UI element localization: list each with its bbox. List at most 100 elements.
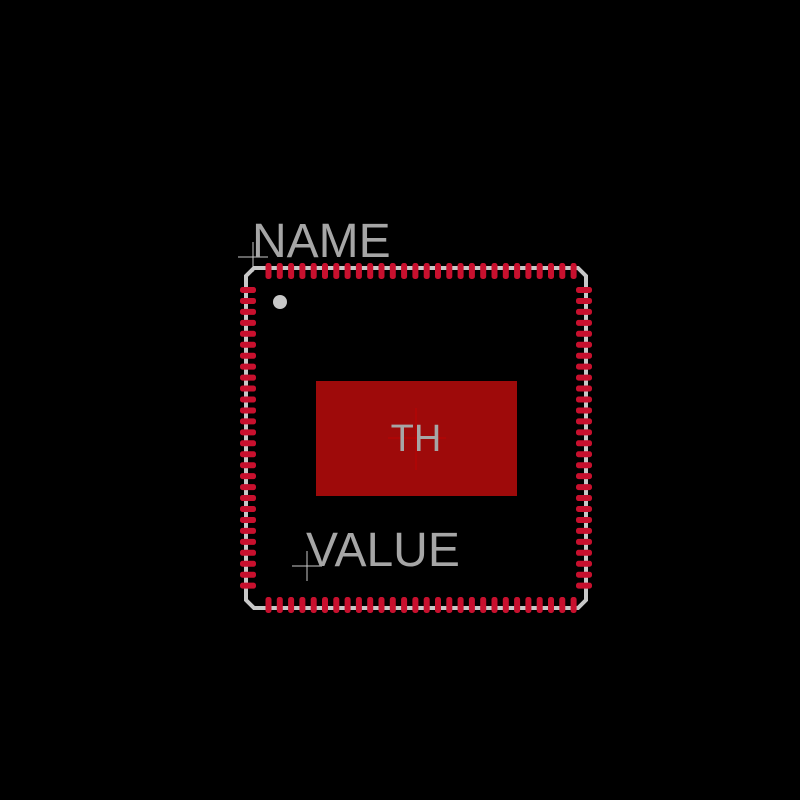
pad-right xyxy=(576,407,592,414)
pad-bottom xyxy=(480,597,487,613)
pad-bottom xyxy=(378,597,385,613)
pad-bottom xyxy=(423,597,430,613)
pin1-marker-dot xyxy=(273,295,287,309)
pad-column-right xyxy=(576,287,592,589)
pad-left xyxy=(240,571,256,578)
pad-bottom xyxy=(559,597,566,613)
pad-column-left xyxy=(240,287,256,589)
pad-left xyxy=(240,462,256,469)
pad-left xyxy=(240,549,256,556)
name-label: NAME xyxy=(252,215,391,268)
pad-right xyxy=(576,396,592,403)
pad-bottom xyxy=(570,597,577,613)
pad-right xyxy=(576,330,592,337)
pad-bottom xyxy=(457,597,464,613)
pad-top xyxy=(322,263,328,279)
pad-left xyxy=(240,506,256,512)
thermal-pad-label: TH xyxy=(391,418,442,460)
pad-top xyxy=(423,263,430,279)
pad-left xyxy=(240,287,256,293)
pad-right xyxy=(576,374,592,381)
pad-right xyxy=(576,440,592,447)
pad-top xyxy=(491,263,498,279)
pad-bottom xyxy=(446,597,453,613)
package-outline xyxy=(244,266,588,610)
pad-top xyxy=(265,263,272,279)
pad-left xyxy=(240,352,256,359)
pad-left xyxy=(240,319,256,326)
pad-right xyxy=(576,560,592,567)
pad-right xyxy=(576,506,592,512)
pad-right xyxy=(576,571,592,578)
pad-top xyxy=(480,263,487,279)
pad-top xyxy=(367,263,374,279)
pad-left xyxy=(240,297,256,304)
value-anchor-cross xyxy=(292,551,322,581)
pad-right xyxy=(576,287,592,293)
pad-bottom xyxy=(344,597,351,613)
pad-left xyxy=(240,484,256,491)
pad-left xyxy=(240,330,256,337)
pad-top xyxy=(514,263,521,279)
pad-right xyxy=(576,385,592,392)
pad-right xyxy=(576,462,592,469)
pad-bottom xyxy=(389,597,396,613)
pad-bottom xyxy=(355,597,362,613)
pad-bottom xyxy=(468,597,475,613)
pad-row-top xyxy=(265,263,577,279)
pad-bottom xyxy=(265,597,272,613)
pad-left xyxy=(240,473,256,480)
pad-left xyxy=(240,560,256,567)
pad-top xyxy=(276,263,283,279)
pad-top xyxy=(435,263,441,279)
pad-left xyxy=(240,516,256,523)
pad-bottom xyxy=(525,597,532,613)
pad-left xyxy=(240,407,256,414)
pad-top xyxy=(525,263,532,279)
pad-right xyxy=(576,363,592,370)
pad-bottom xyxy=(412,597,419,613)
pad-right xyxy=(576,308,592,315)
pad-bottom xyxy=(536,597,543,613)
pad-row-bottom xyxy=(265,597,577,613)
pad-top xyxy=(355,263,362,279)
pad-right xyxy=(576,418,592,425)
pad-right xyxy=(576,341,592,348)
pad-top xyxy=(502,263,509,279)
pad-bottom xyxy=(502,597,509,613)
pad-left xyxy=(240,385,256,392)
pad-top xyxy=(389,263,396,279)
pad-bottom xyxy=(491,597,498,613)
pad-right xyxy=(576,473,592,480)
pad-bottom xyxy=(367,597,374,613)
pad-bottom xyxy=(322,597,328,613)
pad-right xyxy=(576,527,592,534)
pad-top xyxy=(310,263,317,279)
pad-right xyxy=(576,297,592,304)
pad-right xyxy=(576,549,592,556)
pad-left xyxy=(240,341,256,348)
pad-left xyxy=(240,495,256,502)
pad-top xyxy=(288,263,295,279)
pad-left xyxy=(240,538,256,545)
pad-bottom xyxy=(276,597,283,613)
name-anchor-cross xyxy=(238,242,268,272)
pad-right xyxy=(576,495,592,502)
pad-bottom xyxy=(548,597,554,613)
pad-top xyxy=(401,263,408,279)
origin-cross xyxy=(388,408,446,470)
pad-top xyxy=(333,263,340,279)
pad-top xyxy=(570,263,577,279)
pad-left xyxy=(240,308,256,315)
pad-left xyxy=(240,582,256,589)
pad-top xyxy=(468,263,475,279)
pad-right xyxy=(576,429,592,436)
pad-bottom xyxy=(401,597,408,613)
pad-left xyxy=(240,451,256,458)
pad-top xyxy=(344,263,351,279)
value-label: VALUE xyxy=(306,524,460,577)
pad-right xyxy=(576,451,592,458)
pad-bottom xyxy=(333,597,340,613)
pad-top xyxy=(559,263,566,279)
